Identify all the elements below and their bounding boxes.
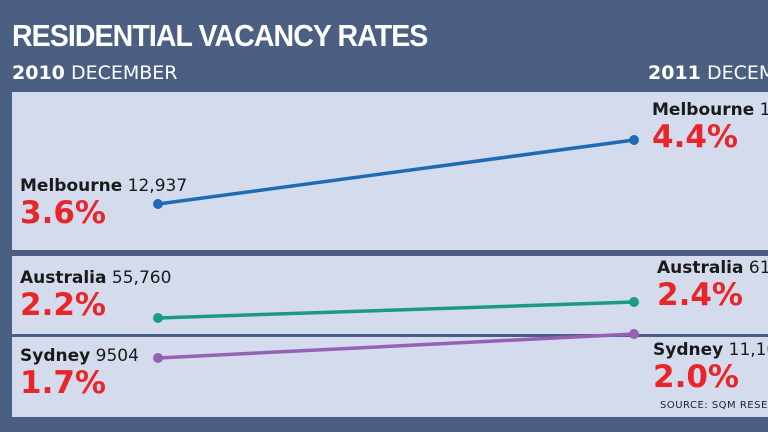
source-note: SOURCE: SQM RESEA	[660, 400, 768, 411]
vacancy-rate: 2.4%	[657, 277, 743, 313]
melbourne-series-line	[157, 138, 635, 206]
series-name: Australia	[20, 268, 107, 288]
australia-point-2010	[153, 313, 163, 323]
vacancy-count: 9504	[90, 346, 139, 366]
sydney-series-line	[157, 332, 635, 360]
vacancy-rate: 4.4%	[652, 119, 738, 155]
end-month: DECEMBE	[706, 62, 768, 84]
vacancy-count: 55,760	[106, 268, 172, 288]
series-name: Melbourne	[20, 176, 123, 196]
sydney-point-2011	[629, 329, 639, 339]
sydney-band	[12, 337, 768, 417]
australia-band	[12, 256, 768, 334]
vacancy-rate: 1.7%	[20, 365, 106, 401]
melbourne-label-2011: Melbourne 16, 4.4%	[652, 100, 768, 154]
series-name: Sydney	[653, 340, 724, 360]
series-name: Australia	[657, 258, 744, 278]
melbourne-band	[12, 92, 768, 250]
australia-label-2011: Australia 61,42.4%	[657, 258, 768, 312]
vacancy-rate: 2.2%	[20, 287, 106, 323]
melbourne-point-2011	[629, 135, 639, 145]
sydney-label-2010: Sydney 9504 1.7%	[20, 346, 139, 400]
australia-label-2010: Australia 55,760 2.2%	[20, 268, 171, 322]
start-period-label: 2010 DECEMBER	[12, 62, 177, 84]
vacancy-rate: 3.6%	[20, 195, 106, 231]
australia-point-2011	[629, 297, 639, 307]
vacancy-count: 12,937	[122, 176, 188, 196]
vacancy-rate: 2.0%	[653, 359, 739, 395]
vacancy-count: 61,4	[748, 258, 768, 278]
sydney-label-2011: Sydney 11,1062.0%	[653, 340, 768, 394]
vacancy-count: 11,106	[728, 340, 768, 360]
series-name: Melbourne	[652, 100, 755, 120]
start-month: DECEMBER	[70, 62, 178, 84]
sydney-point-2010	[153, 353, 163, 363]
end-period-label: 2011 DECEMBE	[648, 62, 768, 84]
australia-series-line	[157, 300, 635, 320]
melbourne-point-2010	[153, 199, 163, 209]
melbourne-label-2010: Melbourne 12,937 3.6%	[20, 176, 187, 230]
vacancy-count: 16,	[759, 100, 768, 120]
start-year: 2010	[12, 62, 65, 84]
series-name: Sydney	[20, 346, 91, 366]
chart-title: RESIDENTIAL VACANCY RATES	[12, 18, 428, 53]
end-year: 2011	[648, 62, 701, 84]
